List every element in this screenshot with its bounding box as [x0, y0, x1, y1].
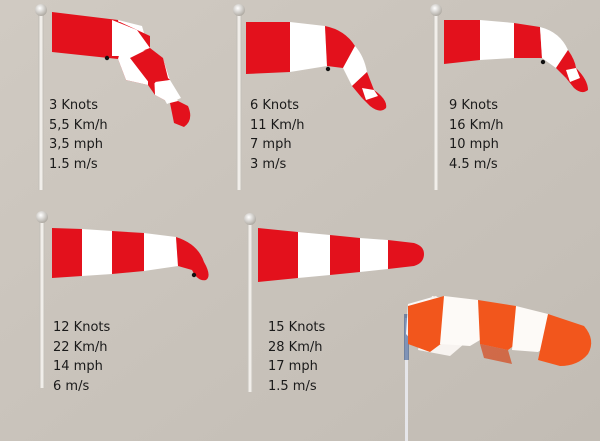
mph-text: 10 mph — [449, 137, 499, 152]
mph-text: 7 mph — [250, 137, 292, 152]
ms-text: 1.5 m/s — [49, 156, 98, 172]
windsock-icon — [244, 213, 424, 392]
windsock-icon — [233, 4, 387, 190]
wind-speed-label-15-knots: 15 Knots 28 Km/h 17 mph 1.5 m/s — [268, 318, 325, 396]
mph-text: 17 mph — [268, 359, 318, 374]
windsock-icon — [430, 4, 588, 190]
knots-text: 15 Knots — [268, 320, 326, 335]
knots-text: 9 Knots — [449, 98, 498, 113]
knots-text: 6 Knots — [250, 98, 299, 113]
ms-text: 6 m/s — [53, 378, 90, 394]
windsock-icon — [35, 4, 191, 190]
mph-text: 3,5 mph — [49, 137, 103, 152]
knots-text: 3 Knots — [49, 98, 98, 113]
kmh-text: 28 Km/h — [268, 339, 323, 355]
windsock-photo — [404, 296, 592, 441]
wind-speed-label-12-knots: 12 Knots 22 Km/h 14 mph 6 m/s — [53, 318, 110, 396]
wind-speed-label-9-knots: 9 Knots 16 Km/h 10 mph 4.5 m/s — [449, 96, 503, 174]
kmh-text: 11 Km/h — [250, 117, 305, 133]
mph-text: 14 mph — [53, 359, 103, 374]
windsock-icon — [36, 211, 209, 388]
kmh-text: 22 Km/h — [53, 339, 108, 355]
wind-speed-label-3-knots: 3 Knots 5,5 Km/h 3,5 mph 1.5 m/s — [49, 96, 108, 174]
ms-text: 1.5 m/s — [268, 378, 317, 394]
ms-text: 4.5 m/s — [449, 156, 498, 172]
kmh-text: 16 Km/h — [449, 117, 504, 133]
kmh-text: 5,5 Km/h — [49, 117, 108, 133]
wind-speed-label-6-knots: 6 Knots 11 Km/h 7 mph 3 m/s — [250, 96, 304, 174]
knots-text: 12 Knots — [53, 320, 111, 335]
ms-text: 3 m/s — [250, 156, 287, 172]
